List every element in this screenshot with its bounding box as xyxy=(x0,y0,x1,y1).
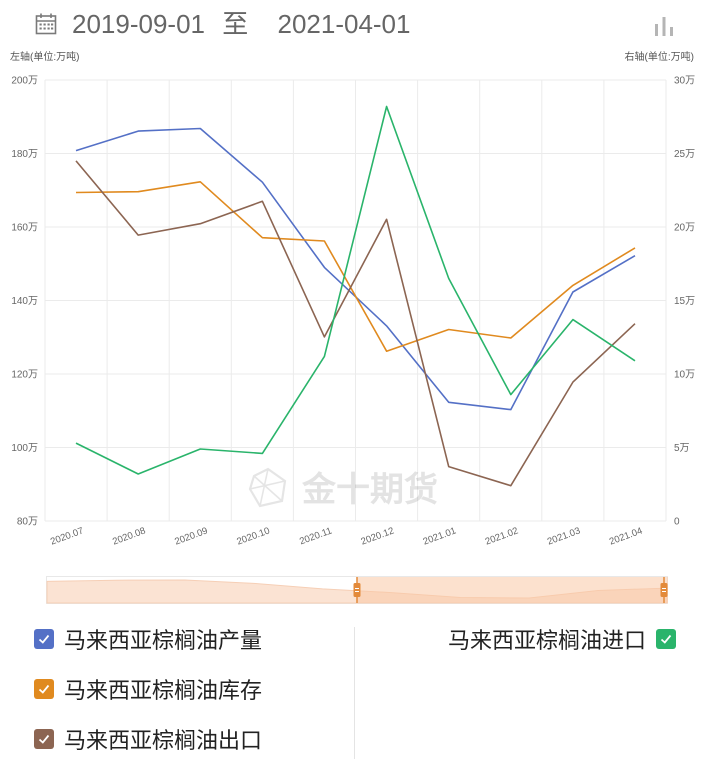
series-lines xyxy=(75,105,636,487)
x-axis-tick-label: 2020.09 xyxy=(173,525,209,547)
left-axis-unit: 左轴(单位:万吨) xyxy=(10,52,80,63)
check-icon xyxy=(38,734,50,744)
checkbox-export[interactable] xyxy=(34,729,54,749)
check-icon xyxy=(38,684,50,694)
date-range-header: 2019-09-01 至 2021-04-01 xyxy=(0,0,704,50)
legend-label-production: 马来西亚棕榈油产量 xyxy=(64,628,263,653)
series-line-1 xyxy=(75,181,636,353)
data-zoom-slider[interactable] xyxy=(46,576,668,604)
left-axis-tick-label: 180万 xyxy=(11,149,38,160)
bar-chart-icon[interactable] xyxy=(652,14,676,38)
checkbox-inventory[interactable] xyxy=(34,679,54,699)
checkbox-import[interactable] xyxy=(656,629,676,649)
check-icon xyxy=(660,634,672,644)
zoom-selected-range[interactable] xyxy=(357,577,668,603)
date-range[interactable]: 2019-09-01 至 2021-04-01 xyxy=(72,6,410,42)
x-axis-tick-label: 2021.02 xyxy=(484,525,520,547)
series-line-2 xyxy=(75,160,636,487)
checkbox-production[interactable] xyxy=(34,629,54,649)
left-axis-tick-label: 200万 xyxy=(11,76,38,87)
x-axis-tick-label: 2020.12 xyxy=(360,525,396,547)
zoom-handle-grip[interactable] xyxy=(353,583,361,597)
watermark-text: 金十期货 xyxy=(301,470,438,510)
legend-label-inventory: 马来西亚棕榈油库存 xyxy=(64,678,263,703)
x-axis-tick-label: 2021.03 xyxy=(546,525,582,547)
right-axis-tick-label: 25万 xyxy=(674,149,695,160)
zoom-handle-left[interactable] xyxy=(353,577,361,603)
x-axis-tick-label: 2021.01 xyxy=(422,525,458,547)
zoom-handle-right[interactable] xyxy=(660,577,668,603)
right-axis-tick-label: 15万 xyxy=(674,296,695,307)
date-separator: 至 xyxy=(222,9,249,39)
legend-item-inventory[interactable]: 马来西亚棕榈油库存 xyxy=(34,674,262,704)
right-axis-tick-label: 0 xyxy=(674,517,680,528)
legend-label-import: 马来西亚棕榈油进口 xyxy=(447,628,646,653)
left-axis-tick-label: 120万 xyxy=(11,370,38,381)
chart-grid xyxy=(44,79,667,522)
legend-item-export[interactable]: 马来西亚棕榈油出口 xyxy=(34,724,262,754)
legend: 马来西亚棕榈油产量 马来西亚棕榈油库存 马来西亚棕榈油出口 马来西亚棕榈油进口 xyxy=(0,615,704,761)
right-axis: 0 5万 10万 15万 20万 25万 30万 xyxy=(674,76,695,528)
right-axis-tick-label: 30万 xyxy=(674,76,695,87)
x-axis-tick-label: 2020.10 xyxy=(235,525,271,547)
right-axis-unit: 右轴(单位:万吨) xyxy=(624,52,694,63)
watermark: 金十期货 xyxy=(248,467,438,510)
legend-label-export: 马来西亚棕榈油出口 xyxy=(64,728,263,753)
end-date: 2021-04-01 xyxy=(277,9,411,39)
series-line-3 xyxy=(75,105,636,475)
start-date: 2019-09-01 xyxy=(72,9,205,39)
watermark-logo-icon xyxy=(248,467,287,508)
line-chart: 金十期货 80万 100万 120万 140万 160万 180万 200万 0 5万 10万 1… xyxy=(11,76,695,548)
calendar-icon[interactable] xyxy=(34,12,58,36)
left-axis-tick-label: 140万 xyxy=(11,296,38,307)
x-axis: 2020.07 2020.08 2020.09 2020.10 2020.11 2020.… xyxy=(49,525,644,547)
left-axis-tick-label: 160万 xyxy=(11,223,38,234)
legend-divider xyxy=(354,627,355,759)
right-axis-tick-label: 5万 xyxy=(674,443,690,454)
x-axis-tick-label: 2020.11 xyxy=(298,525,333,547)
x-axis-tick-label: 2020.07 xyxy=(49,525,85,547)
x-axis-tick-label: 2020.08 xyxy=(111,525,147,547)
right-axis-tick-label: 10万 xyxy=(674,370,695,381)
left-axis: 80万 100万 120万 140万 160万 180万 200万 xyxy=(11,76,38,528)
left-axis-tick-label: 100万 xyxy=(11,443,38,454)
legend-item-import[interactable]: 马来西亚棕榈油进口 xyxy=(448,624,676,654)
legend-item-production[interactable]: 马来西亚棕榈油产量 xyxy=(34,624,262,654)
zoom-handle-grip[interactable] xyxy=(660,583,668,597)
left-axis-tick-label: 80万 xyxy=(17,517,38,528)
right-axis-tick-label: 20万 xyxy=(674,223,695,234)
check-icon xyxy=(38,634,50,644)
x-axis-tick-label: 2021.04 xyxy=(608,525,644,547)
